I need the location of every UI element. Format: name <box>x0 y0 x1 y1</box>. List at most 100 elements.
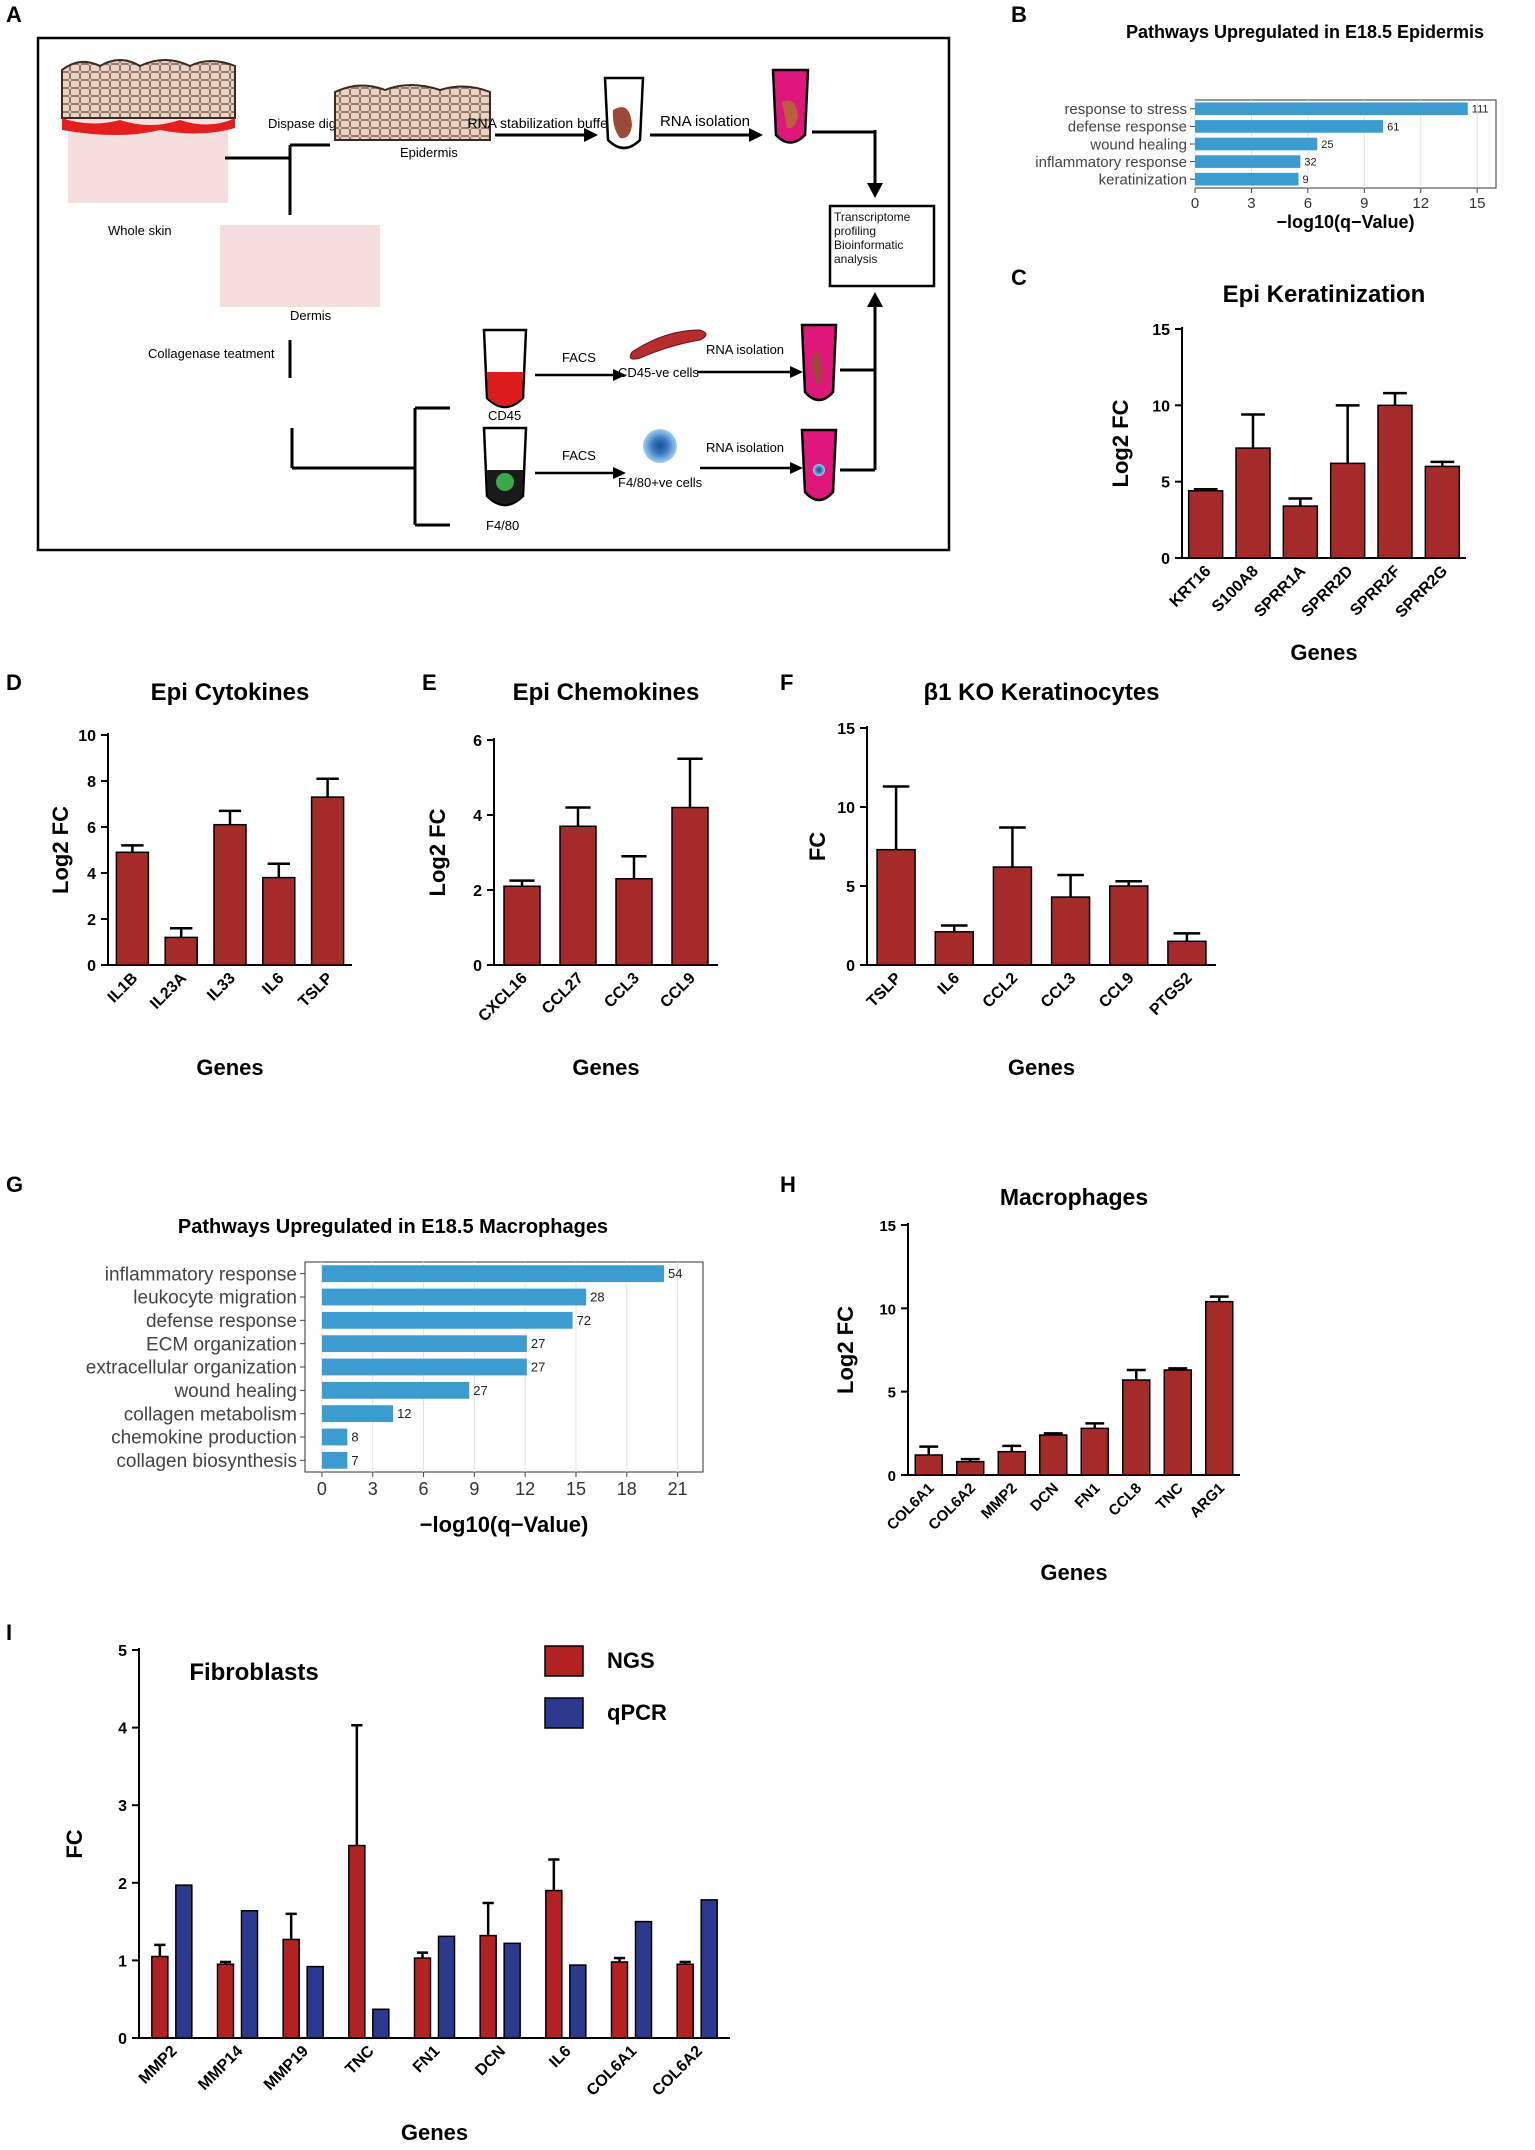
data-label: 72 <box>577 1313 591 1328</box>
bar <box>1424 465 1461 559</box>
panel-label-a: A <box>6 2 22 27</box>
bar <box>676 1963 694 2039</box>
y-tick-label: 5 <box>118 1643 127 1660</box>
y-axis-label: Log2 FC <box>425 808 450 896</box>
data-label: 111 <box>1472 104 1489 116</box>
epidermis-label: Epidermis <box>400 145 458 160</box>
bar <box>1195 155 1301 168</box>
bar <box>1122 1379 1151 1476</box>
x-tick-label: IL6 <box>546 2043 574 2071</box>
x-tick-label: TNC <box>1153 1480 1187 1514</box>
x-tick-label: SPRR2D <box>1299 563 1357 621</box>
bar <box>175 1884 193 2039</box>
bar <box>934 931 974 966</box>
bar <box>310 796 345 966</box>
x-tick-label: TSLP <box>864 970 905 1011</box>
bar <box>372 2008 390 2039</box>
rna-buffer-text: RNA stabilization buffer <box>467 115 613 131</box>
x-tick-label: CXCL16 <box>475 970 530 1025</box>
bar <box>914 1454 943 1476</box>
bar <box>213 823 247 966</box>
x-tick-label: 12 <box>515 1479 535 1499</box>
panel-label-c: C <box>1011 265 1027 290</box>
y-axis-label: Log2 FC <box>1108 399 1133 487</box>
chart-fibroblasts: Fibroblasts 0 1 2 3 4 5 MMP2 MMP14 MMP19 TNC FN1 DCN… <box>62 1643 730 2145</box>
x-tick-label: CCL9 <box>1096 970 1138 1012</box>
x-tick-label: 3 <box>368 1479 378 1499</box>
panel-label-e: E <box>422 670 437 695</box>
bar <box>700 1899 718 2039</box>
bar <box>1235 447 1271 559</box>
x-tick-label: MMP19 <box>261 2043 312 2094</box>
bar <box>1205 1300 1234 1476</box>
y-tick-label: 4 <box>87 866 96 883</box>
chart-epi-chemokines: Epi Chemokines 0 2 4 6 CXCL16 CCL27 CCL3 CCL9 Gen… <box>425 679 718 1080</box>
dermis-label: Dermis <box>290 308 332 323</box>
chart-macrophage-pathways: Pathways Upregulated in E18.5 Macrophage… <box>86 1216 704 1537</box>
chart-title: Epi Cytokines <box>151 679 310 706</box>
x-tick-label: 6 <box>419 1479 429 1499</box>
category-label: leukocyte migration <box>133 1288 297 1309</box>
x-tick-label: 18 <box>617 1479 637 1499</box>
x-tick-label: 12 <box>1412 195 1429 212</box>
x-tick-label: COL6A1 <box>584 2043 641 2100</box>
tube-4-content <box>813 464 825 476</box>
x-tick-label: 15 <box>566 1479 586 1499</box>
bar <box>321 1451 348 1469</box>
y-tick-label: 2 <box>118 1876 127 1893</box>
chart-title: Fibroblasts <box>189 1659 318 1686</box>
y-axis-label: FC <box>805 832 830 861</box>
merge-up-head <box>867 292 883 307</box>
whole-skin-label: Whole skin <box>108 223 172 238</box>
y-tick-label: 6 <box>87 820 96 837</box>
bar <box>1377 404 1413 559</box>
tube-1-content <box>612 107 632 139</box>
f480-label: F4/80 <box>486 518 519 533</box>
macrophage-cell <box>643 429 677 463</box>
bar <box>306 1965 324 2039</box>
category-label: wound healing <box>1089 136 1187 153</box>
chart-epi-cytokines: Epi Cytokines 0 2 4 6 8 10 IL1B IL23A IL33 IL6 TSLP… <box>48 679 352 1080</box>
data-label: 32 <box>1304 156 1316 168</box>
category-label: ECM organization <box>146 1334 297 1355</box>
bar <box>1187 490 1224 559</box>
bar <box>216 1963 235 2039</box>
cd45-cells-label: CD45-ve cells <box>618 365 699 380</box>
y-axis-label: Log2 FC <box>833 1306 858 1394</box>
bar <box>348 1844 366 2039</box>
x-tick-label: COL6A2 <box>649 2043 706 2100</box>
legend-label: qPCR <box>607 1700 667 1725</box>
bar <box>545 1889 563 2039</box>
chart-title: Pathways Upregulated in E18.5 Macrophage… <box>178 1216 608 1238</box>
y-tick-label: 4 <box>118 1721 127 1738</box>
bar <box>1195 172 1299 186</box>
data-label: 61 <box>1387 121 1399 133</box>
bar <box>1039 1434 1068 1476</box>
rna-isolation-label-2: RNA isolation <box>706 342 784 357</box>
x-tick-label: KRT16 <box>1167 563 1215 611</box>
cd45-label: CD45 <box>488 408 521 423</box>
transcriptome-text: Transcriptome profiling Bioinformatic an… <box>834 210 911 266</box>
x-tick-label: MMP14 <box>195 2043 246 2094</box>
bar <box>503 885 541 966</box>
dermis-block <box>220 225 380 307</box>
bar <box>321 1311 573 1329</box>
category-label: defense response <box>1068 119 1187 136</box>
panel-label-i: I <box>6 1620 12 1645</box>
bar <box>1050 896 1091 966</box>
x-tick-label: CCL3 <box>601 970 643 1012</box>
category-label: response to stress <box>1064 101 1187 118</box>
x-tick-label: 3 <box>1247 195 1255 212</box>
x-tick-label: IL33 <box>204 970 239 1005</box>
legend-swatch <box>544 1697 584 1729</box>
bar <box>240 1909 259 2039</box>
category-label: collagen metabolism <box>124 1404 297 1425</box>
bar <box>437 1935 456 2039</box>
epidermis-sheet <box>334 84 491 141</box>
category-label: wound healing <box>173 1381 297 1402</box>
chart-b1-ko-keratinocytes: β1 KO Keratinocytes 0 5 10 15 TSLP IL6 CCL2 CCL3… <box>805 679 1216 1080</box>
f480-green-cell <box>496 473 514 491</box>
bar <box>671 806 709 966</box>
x-tick-label: CCL8 <box>1105 1480 1145 1520</box>
x-tick-label: MMP2 <box>136 2043 181 2088</box>
